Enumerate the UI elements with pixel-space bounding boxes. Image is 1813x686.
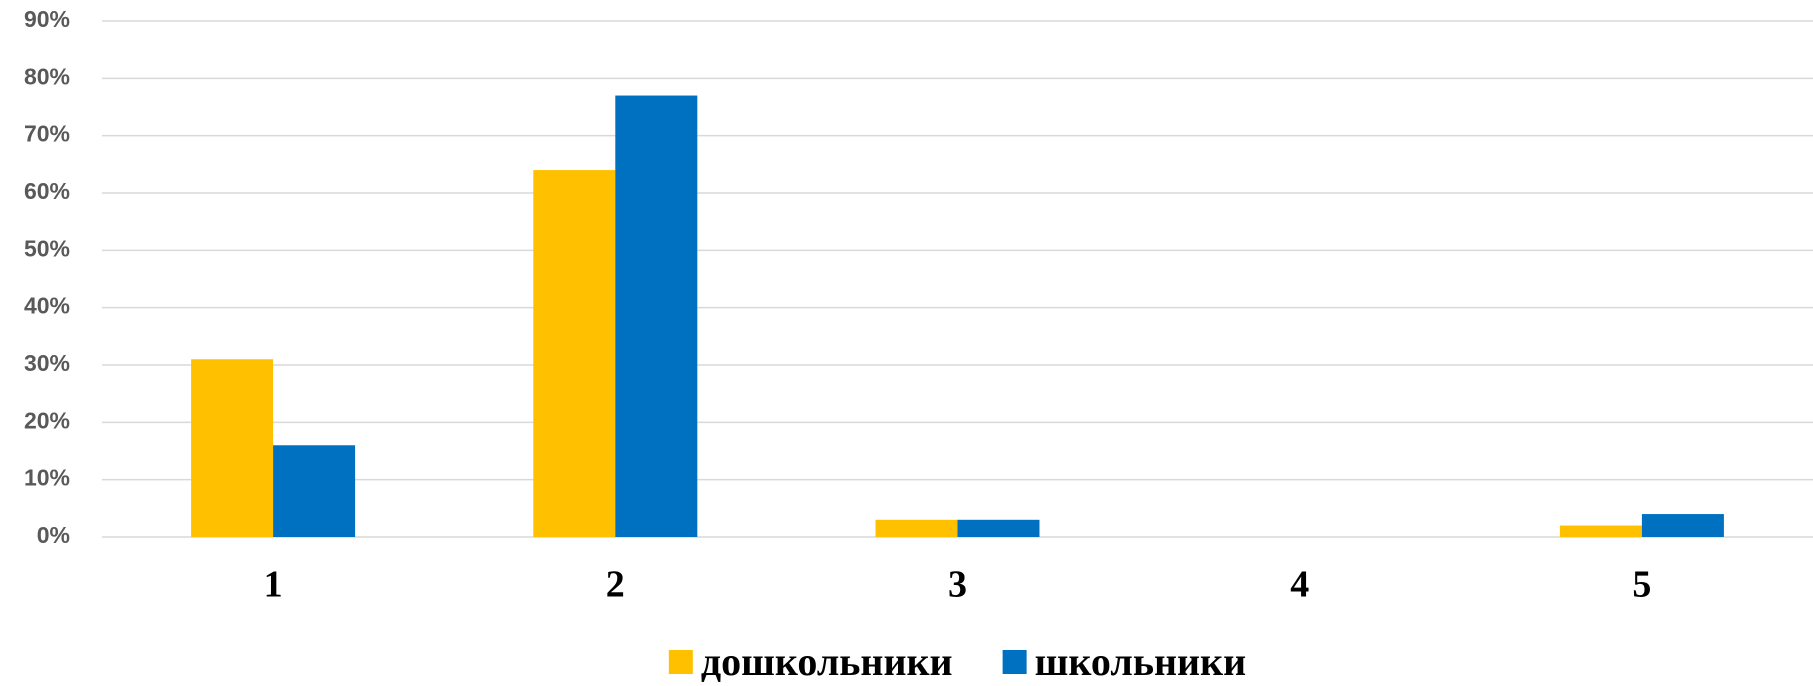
bar	[957, 519, 1040, 537]
x-tick-label: 1	[264, 564, 283, 606]
y-tick-label: 10%	[24, 465, 70, 491]
x-tick-label: 5	[1632, 564, 1651, 606]
y-tick-label: 60%	[24, 178, 70, 204]
bar	[1559, 525, 1642, 537]
x-tick-label: 2	[606, 564, 625, 606]
legend-swatch	[668, 650, 693, 674]
legend-swatch	[1002, 650, 1027, 674]
y-tick-label: 90%	[24, 6, 70, 32]
y-tick-label: 40%	[24, 293, 70, 319]
y-tick-label: 20%	[24, 407, 70, 433]
bar	[875, 519, 958, 537]
y-tick-label: 80%	[24, 63, 70, 89]
y-tick-label: 50%	[24, 235, 70, 261]
legend-label: школьники	[1035, 639, 1247, 684]
bar	[191, 359, 274, 537]
bar	[615, 95, 698, 538]
y-tick-label: 0%	[37, 522, 70, 548]
bar	[1641, 514, 1724, 537]
x-tick-label: 4	[1290, 564, 1309, 606]
legend-label: дошкольники	[701, 639, 953, 684]
bar	[273, 445, 356, 537]
x-tick-label: 3	[948, 564, 967, 606]
y-tick-label: 70%	[24, 121, 70, 147]
y-tick-label: 30%	[24, 350, 70, 376]
bar	[533, 170, 616, 538]
